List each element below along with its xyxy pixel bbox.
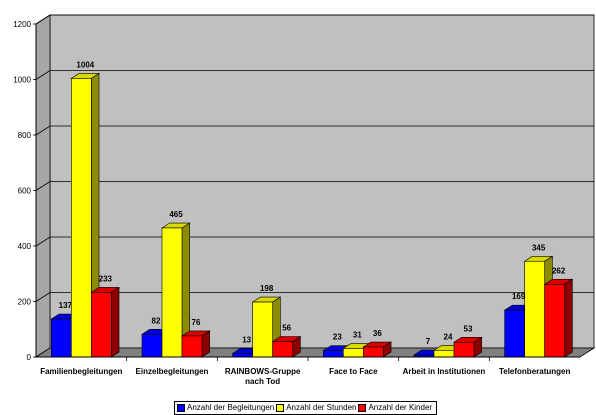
category-label: Arbeit in Institutionen [403,367,486,376]
legend: Anzahl der Begleitungen Anzahl der Stunde… [174,401,438,415]
bar-front [504,309,525,358]
data-label: 13 [242,335,251,344]
gridline [35,292,594,302]
category-label: Familienbegleitungen [40,367,122,376]
bars [50,72,574,358]
data-label: 36 [373,329,382,338]
bar-front [272,341,293,358]
bar-side [201,330,210,358]
legend-label: Anzahl der Begleitungen [187,403,275,412]
legend-item: Anzahl der Begleitungen [177,403,274,413]
data-label: 233 [99,274,113,283]
data-label: 345 [532,243,546,252]
bar-front [544,283,565,358]
bar-front [71,78,92,358]
gridline [35,181,594,191]
y-tick-label: 1200 [13,20,31,29]
category-label: nach Tod [245,377,280,386]
category-label: Telefonberatungen [499,367,571,376]
bar-side [111,286,120,358]
gridlines [35,14,594,302]
gridline [35,236,594,247]
data-label: 1004 [76,60,94,69]
bar-front [433,350,455,358]
gridline [35,70,594,80]
legend-label: Anzahl der Stunden [286,403,357,412]
data-label: 169 [512,292,526,301]
data-label: 56 [282,324,291,333]
bar-front [343,348,364,358]
y-tick-label: 200 [18,298,32,307]
gridline [35,125,594,136]
bar-front [91,292,112,358]
y-tick-label: 1000 [13,76,31,85]
data-label: 198 [260,284,274,293]
data-label: 82 [152,316,161,325]
bar-front [363,346,384,358]
y-tick-label: 0 [27,353,32,362]
data-label: 76 [192,318,201,327]
legend-swatch [358,404,367,412]
y-tick-label: 800 [18,131,32,140]
bar-front [141,333,163,358]
bar-front [51,318,72,358]
bar-front [323,350,344,358]
category-label: Face to Face [329,367,378,376]
x-axis: Familienbegleitungen Einzelbegleitungen RA… [36,356,580,386]
legend-swatch [276,404,285,412]
bar-side [564,278,573,358]
gridline [35,14,594,25]
bar-front [252,301,273,358]
bar [452,336,483,358]
bar [362,341,393,358]
data-label: 7 [426,337,431,346]
data-label: 24 [444,332,453,341]
legend-swatch [177,404,185,412]
bar [70,72,101,358]
bar-front [232,353,253,358]
bar [90,286,121,358]
bar [543,278,574,358]
bar-front [524,260,545,358]
category-label: RAINBOWS-Gruppe [225,367,301,376]
data-label: 31 [353,330,362,339]
plot-walls [34,14,596,358]
data-label: 262 [552,266,566,275]
bar-front [453,341,475,358]
data-label: 137 [59,301,73,310]
data-label: 23 [333,333,342,342]
legend-item: Anzahl der Stunden [276,403,356,413]
data-label: 53 [464,324,473,333]
category-label: Einzelbegleitungen [136,367,209,376]
legend-item: Anzahl der Kinder [358,403,432,413]
y-tick-label: 400 [18,242,32,251]
bar-front [181,335,203,358]
data-labels: 137 1004 233 82 465 76 13 198 56 23 31 36 7 24 53 169 34… [59,60,566,346]
y-axis: 0 200 400 600 800 1000 1200 [13,20,37,362]
bar [271,335,302,358]
y-tick-label: 600 [18,187,32,196]
bar-front [161,227,183,358]
legend-label: Anzahl der Kinder [368,403,433,412]
data-label: 465 [169,210,183,219]
bar [180,330,211,358]
